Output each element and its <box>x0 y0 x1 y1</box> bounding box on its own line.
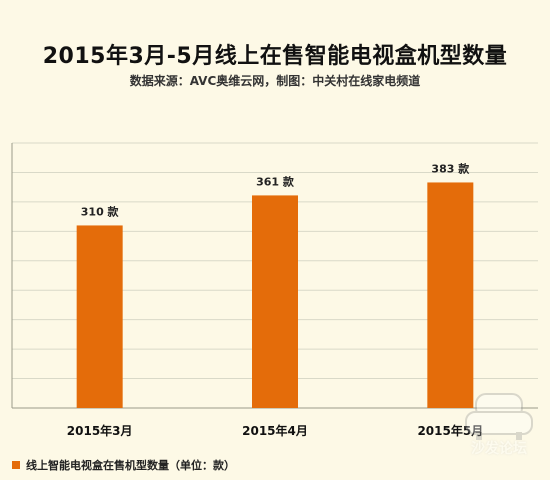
legend-swatch <box>12 461 20 469</box>
watermark-text: 沙发论坛 <box>471 441 527 457</box>
sofa-icon <box>465 393 533 440</box>
x-tick-label: 2015年5月 <box>417 423 483 438</box>
bar <box>427 182 474 408</box>
bar <box>252 195 298 408</box>
legend: 线上智能电视盒在售机型数量（单位：款） <box>12 457 235 473</box>
data-label: 310 款 <box>81 204 120 218</box>
legend-label: 线上智能电视盒在售机型数量（单位：款） <box>26 459 235 472</box>
bar <box>76 225 123 408</box>
x-tick-label: 2015年4月 <box>242 423 308 438</box>
data-label: 383 款 <box>431 161 470 175</box>
chart-subtitle: 数据来源：AVC奥维云网，制图：中关村在线家电频道 <box>129 74 421 88</box>
watermark: 沙发论坛 <box>454 384 544 474</box>
chart-title: 2015年3月-5月线上在售智能电视盒机型数量 <box>42 44 508 69</box>
x-tick-label: 2015年3月 <box>67 423 133 438</box>
data-label: 361 款 <box>256 174 295 188</box>
